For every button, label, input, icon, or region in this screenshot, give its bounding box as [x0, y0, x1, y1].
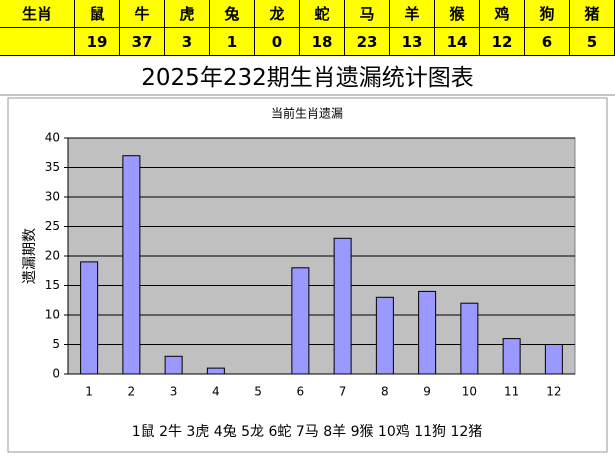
omission-value: 19	[75, 28, 120, 56]
zodiac-name: 鸡	[480, 0, 525, 28]
header-label: 生肖	[0, 0, 75, 28]
x-tick-label: 7	[339, 385, 347, 399]
bar	[291, 267, 310, 375]
y-tick-label: 10	[45, 308, 60, 322]
omission-value: 14	[435, 28, 480, 56]
page-title: 2025年232期生肖遗漏统计图表	[141, 65, 474, 91]
chart-frame	[7, 97, 608, 453]
empty-cell	[0, 28, 75, 56]
omission-value: 23	[345, 28, 390, 56]
bar	[206, 367, 225, 375]
omission-value: 5	[570, 28, 615, 56]
zodiac-name: 狗	[525, 0, 570, 28]
y-tick-label: 5	[52, 337, 60, 351]
x-tick-label: 2	[128, 385, 136, 399]
x-tick-label: 4	[212, 385, 220, 399]
bar	[80, 261, 99, 375]
y-tick-label: 35	[45, 160, 60, 174]
x-tick-label: 10	[462, 385, 477, 399]
omission-value: 13	[390, 28, 435, 56]
x-tick-label: 9	[423, 385, 431, 399]
bar	[333, 237, 352, 375]
y-axis-label: 遗漏期数	[22, 228, 38, 284]
bar	[122, 155, 141, 375]
omission-value: 1	[210, 28, 255, 56]
zodiac-name: 龙	[255, 0, 300, 28]
zodiac-name: 兔	[210, 0, 255, 28]
omission-value: 3	[165, 28, 210, 56]
zodiac-name: 猪	[570, 0, 615, 28]
x-tick-label: 5	[254, 385, 262, 399]
bar	[164, 355, 183, 375]
zodiac-name: 羊	[390, 0, 435, 28]
zodiac-name: 鼠	[75, 0, 120, 28]
y-tick-label: 25	[45, 219, 60, 233]
legend-text: 1鼠 2牛 3虎 4兔 5龙 6蛇 7马 8羊 9猴 10鸡 11狗 12猪	[132, 423, 483, 440]
zodiac-name: 虎	[165, 0, 210, 28]
x-tick-label: 3	[170, 385, 178, 399]
bar	[502, 338, 521, 375]
bar	[375, 296, 394, 375]
omission-value: 6	[525, 28, 570, 56]
bar	[544, 344, 563, 375]
zodiac-name: 马	[345, 0, 390, 28]
y-tick-label: 0	[52, 367, 60, 381]
x-tick-label: 1	[85, 385, 93, 399]
omission-value: 37	[120, 28, 165, 56]
x-tick-label: 6	[297, 385, 305, 399]
omission-value: 12	[480, 28, 525, 56]
bar	[418, 290, 437, 375]
zodiac-name: 蛇	[300, 0, 345, 28]
chart-title: 当前生肖遗漏	[271, 106, 343, 121]
x-tick-label: 8	[381, 385, 389, 399]
x-tick-label: 11	[504, 385, 519, 399]
zodiac-name: 猴	[435, 0, 480, 28]
zodiac-name: 牛	[120, 0, 165, 28]
y-tick-label: 15	[45, 278, 60, 292]
y-tick-label: 20	[45, 249, 60, 263]
bar	[460, 302, 479, 375]
x-tick-label: 12	[546, 385, 561, 399]
omission-value: 18	[300, 28, 345, 56]
y-tick-label: 40	[45, 131, 60, 145]
omission-value: 0	[255, 28, 300, 56]
y-tick-label: 30	[45, 190, 60, 204]
